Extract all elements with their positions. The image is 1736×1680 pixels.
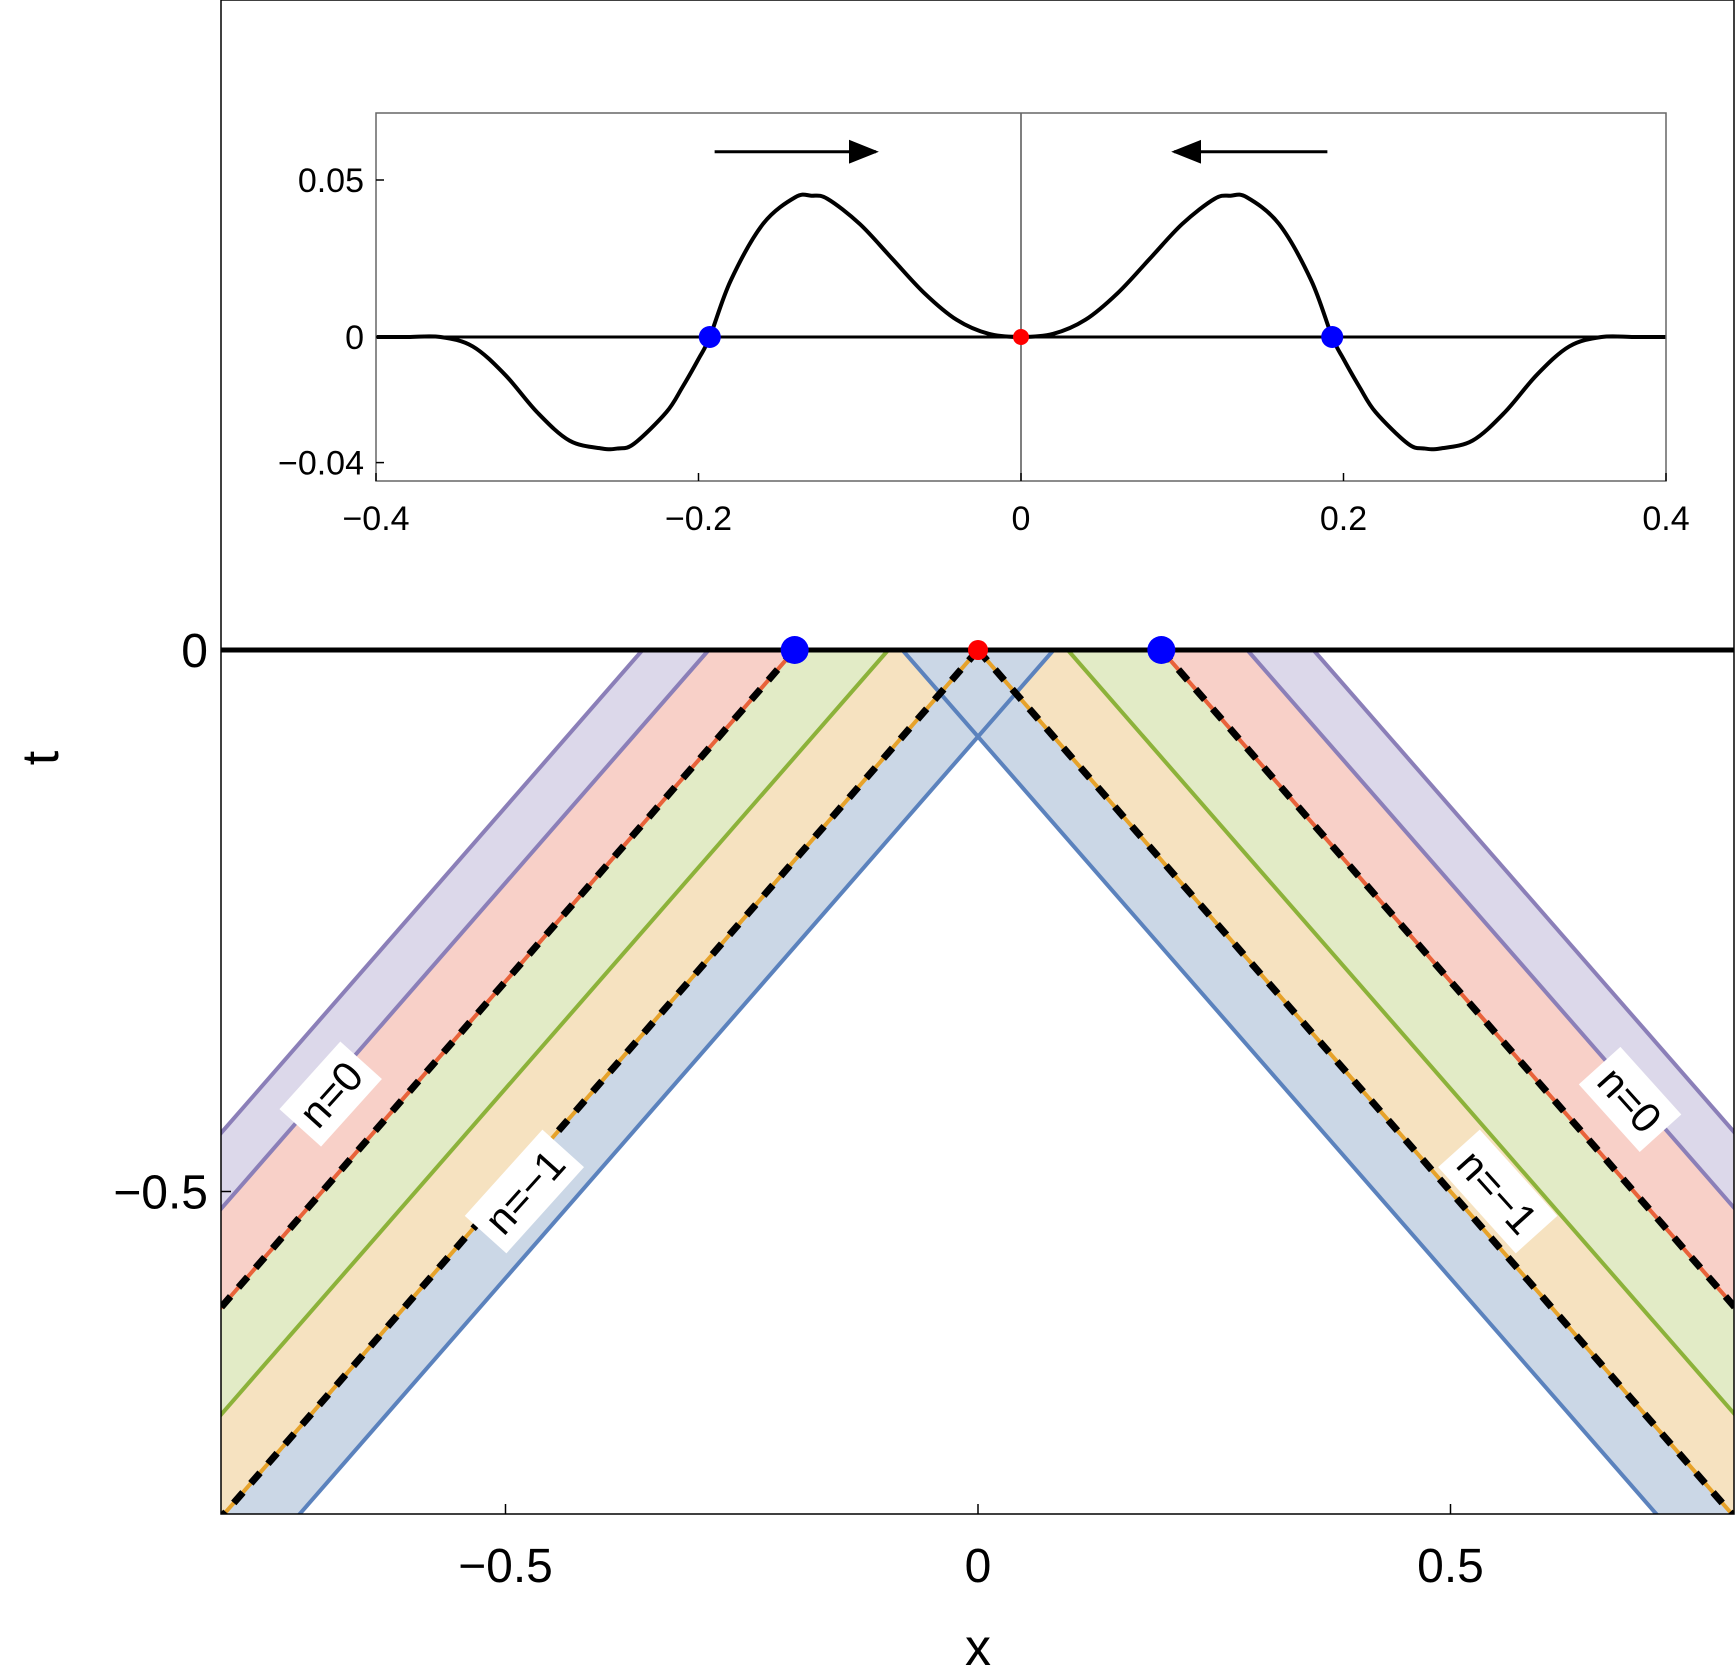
main-x-tick-label-1: 0 bbox=[965, 1540, 992, 1593]
inset-point-1 bbox=[1013, 329, 1029, 345]
boundary-line-left-3 bbox=[221, 648, 890, 1418]
band-left-2 bbox=[221, 650, 889, 1415]
main-point-0 bbox=[780, 636, 809, 664]
main-points bbox=[780, 636, 1176, 664]
inset-x-tick-label-3: 0.2 bbox=[1320, 500, 1367, 538]
band-boundary-lines bbox=[221, 647, 1734, 1514]
x-axis-label: x bbox=[965, 1619, 991, 1677]
main-x-tick-label-2: 0.5 bbox=[1417, 1540, 1484, 1593]
y-axis-label: t bbox=[12, 750, 70, 765]
band-label-bg bbox=[464, 1129, 585, 1254]
dashed-line-left-6 bbox=[221, 647, 798, 1313]
light-cone-bands bbox=[221, 650, 1734, 1514]
inset-x-ticks: −0.4 −0.2 0 0.2 0.4 bbox=[342, 473, 1690, 538]
boundary-line-right-5 bbox=[900, 648, 1659, 1514]
dashed-line-right-6 bbox=[1158, 647, 1734, 1312]
band-labels: n=0n=−1n=0n=−1 bbox=[279, 1041, 1682, 1254]
inset-y-tick-label-2: −0.04 bbox=[278, 445, 364, 483]
inset-x-tick-label-2: 0 bbox=[1012, 500, 1031, 538]
inset-points bbox=[698, 326, 1344, 348]
dashed-line-left-7 bbox=[221, 647, 981, 1514]
band-label-bg bbox=[1438, 1129, 1558, 1254]
inset-point-0 bbox=[698, 326, 721, 348]
boundary-line-left-0 bbox=[221, 648, 645, 1137]
main-x-tick-label-0: −0.5 bbox=[458, 1540, 553, 1593]
main-x-ticks: −0.5 0 0.5 bbox=[458, 1504, 1484, 1593]
inset-plot: −0.4 −0.2 0 0.2 0.4 0.05 0 −0.04 bbox=[278, 112, 1690, 538]
boundary-line-left-5 bbox=[297, 648, 1056, 1514]
dashed-line-right-7 bbox=[975, 647, 1734, 1514]
inset-y-tick-label-0: 0.05 bbox=[298, 162, 364, 200]
inset-x-tick-label-4: 0.4 bbox=[1642, 500, 1689, 538]
band-right-4 bbox=[902, 650, 1732, 1514]
inset-y-ticks: 0.05 0 −0.04 bbox=[278, 162, 384, 483]
main-y-ticks: 0 −0.5 bbox=[113, 625, 231, 1220]
main-y-tick-label-1: −0.5 bbox=[113, 1167, 208, 1220]
band-label-bg bbox=[1578, 1046, 1682, 1152]
main-point-1 bbox=[968, 640, 988, 660]
inset-x-tick-label-1: −0.2 bbox=[665, 500, 732, 538]
inset-x-tick-label-0: −0.4 bbox=[342, 500, 409, 538]
band-label-bg bbox=[279, 1041, 382, 1147]
boundary-line-right-3 bbox=[1066, 648, 1734, 1417]
band-left-4 bbox=[224, 650, 1054, 1514]
inset-y-tick-label-1: 0 bbox=[345, 319, 364, 357]
boundary-line-right-0 bbox=[1311, 648, 1734, 1135]
inset-point-2 bbox=[1321, 326, 1344, 348]
main-point-2 bbox=[1147, 636, 1176, 664]
main-y-tick-label-0: 0 bbox=[181, 625, 208, 678]
